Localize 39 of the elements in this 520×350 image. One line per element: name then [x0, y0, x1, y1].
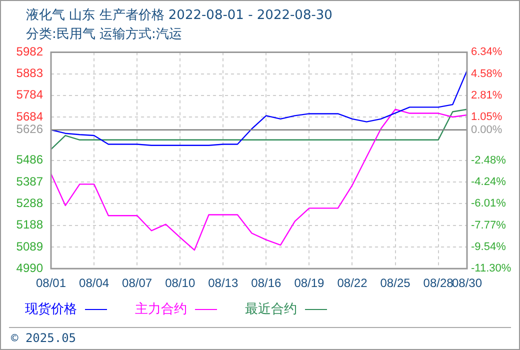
- y-tick-label: 5784: [16, 88, 44, 102]
- y2-tick-label: 2.81%: [471, 90, 502, 102]
- y2-tick-label: 1.05%: [471, 111, 502, 124]
- legend-label: 最近合约: [245, 301, 298, 318]
- text: © 2025.05: [11, 331, 76, 345]
- y-tick-label: 5486: [16, 152, 44, 167]
- x-tick-label: 08/01: [36, 276, 66, 290]
- y-tick-label: 5089: [16, 239, 44, 254]
- y-tick-label: 5626: [16, 122, 44, 136]
- legend-label: 现货价格: [25, 301, 78, 318]
- y2-tick-label: 4.58%: [471, 68, 502, 80]
- y-tick-label: 5288: [16, 196, 44, 210]
- y2-tick-label: -2.48%: [471, 154, 506, 166]
- x-tick-label: 08/28: [423, 276, 454, 290]
- x-tick-label: 08/04: [79, 276, 110, 290]
- x-tick-label: 08/25: [380, 276, 411, 290]
- x-tick-label: 08/16: [251, 276, 282, 290]
- y2-tick-label: 6.34%: [471, 46, 502, 58]
- y2-tick-label: -4.24%: [471, 176, 506, 188]
- x-tick-label: 08/22: [337, 276, 368, 290]
- y-tick-label: 5883: [16, 66, 44, 80]
- x-tick-label: 08/10: [165, 276, 196, 290]
- y2-tick-label: -7.77%: [471, 219, 506, 232]
- x-tick-label: 08/07: [122, 276, 152, 290]
- y2-tick-label: -9.54%: [471, 241, 506, 254]
- y-tick-label: 5982: [16, 44, 44, 59]
- chart-subtitle: 分类:民用气 运输方式:汽运: [26, 26, 182, 43]
- x-tick-label: 08/19: [294, 276, 325, 290]
- y-tick-label: 4990: [16, 260, 44, 275]
- y-tick-label: 5188: [16, 218, 44, 232]
- y-tick-label: 5387: [16, 174, 44, 188]
- x-tick-label: 08/30: [452, 276, 482, 290]
- legend-label: 主力合约: [135, 301, 188, 318]
- y-tick-label: 5684: [16, 110, 44, 124]
- chart-title: 液化气 山东 生产者价格 2022-08-01 - 2022-08-30: [26, 7, 332, 24]
- y2-tick-label: -11.30%: [471, 262, 512, 275]
- x-tick-label: 08/13: [208, 276, 238, 290]
- y2-tick-label: -6.01%: [471, 198, 506, 210]
- y2-tick-label: 0.00%: [471, 124, 502, 136]
